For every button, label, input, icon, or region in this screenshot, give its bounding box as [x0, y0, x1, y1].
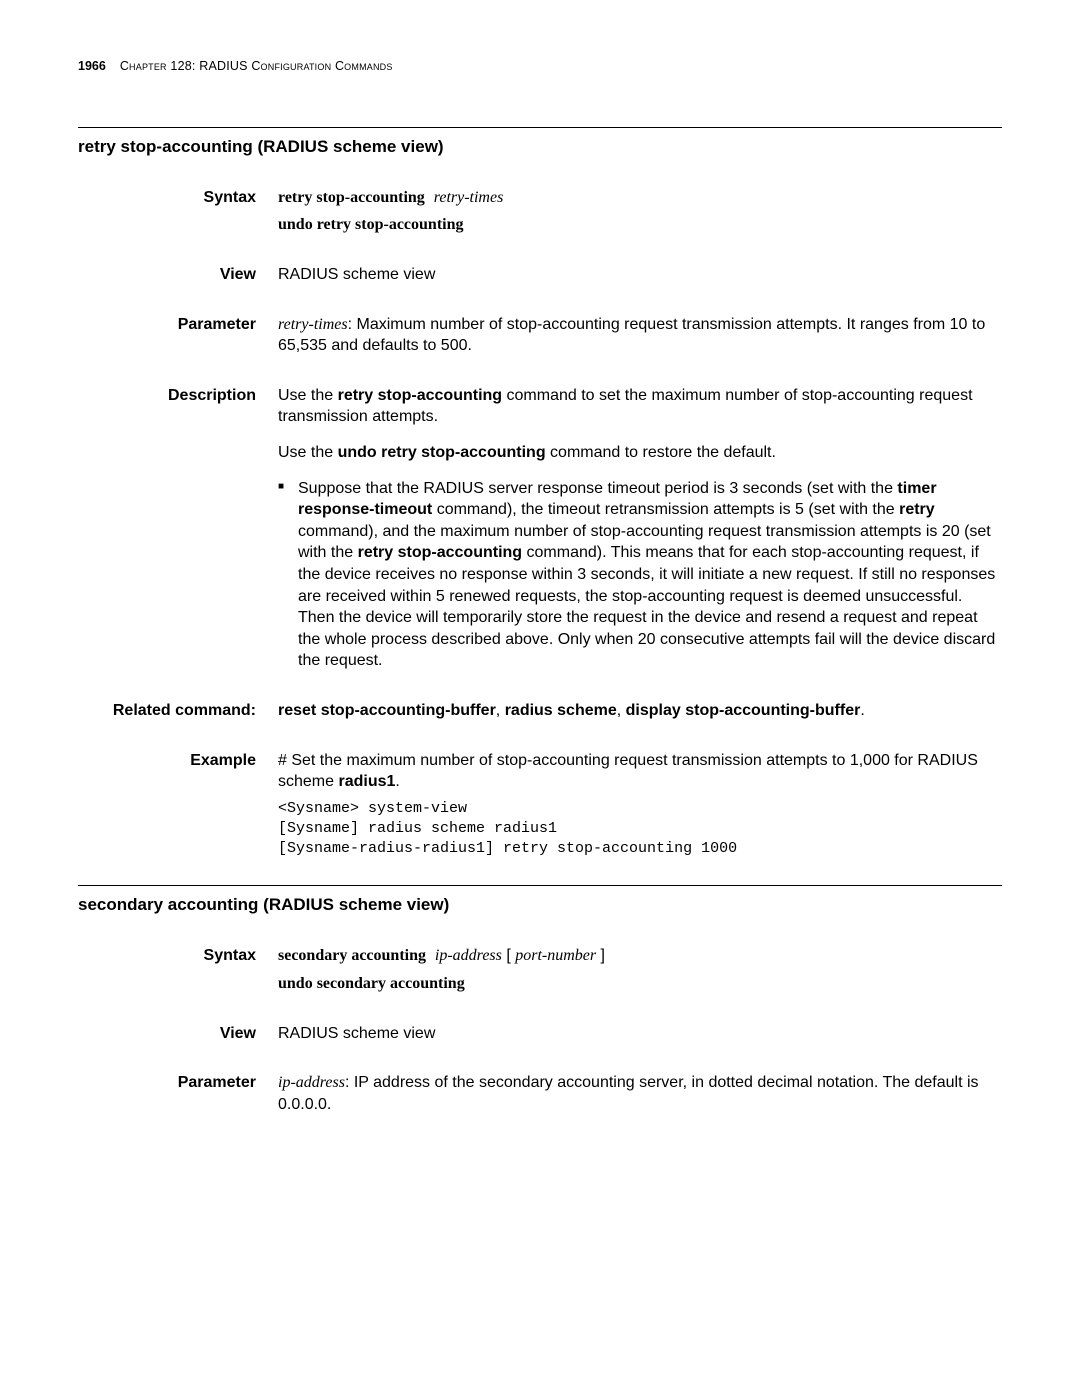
parameter-desc: : IP address of the secondary accounting… — [278, 1074, 979, 1113]
related-content: reset stop-accounting-buffer, radius sch… — [278, 700, 1002, 722]
syntax-cmd: retry stop-accounting — [278, 189, 425, 206]
example-label: Example — [78, 750, 278, 772]
parameter-content: retry-times: Maximum number of stop-acco… — [278, 314, 1002, 357]
syntax-content: secondary accounting ip-address [ port-n… — [278, 945, 1002, 967]
syntax-label: Syntax — [78, 187, 278, 209]
section-title: secondary accounting (RADIUS scheme view… — [78, 894, 1002, 917]
description-row: Description Use the retry stop-accountin… — [78, 385, 1002, 672]
view-row: View RADIUS scheme view — [78, 1023, 1002, 1045]
parameter-desc: : Maximum number of stop-accounting requ… — [278, 316, 985, 355]
description-label: Description — [78, 385, 278, 407]
parameter-name: retry-times — [278, 316, 348, 333]
syntax-undo-row: undo secondary accounting — [78, 973, 1002, 995]
parameter-row: Parameter retry-times: Maximum number of… — [78, 314, 1002, 357]
parameter-label: Parameter — [78, 314, 278, 336]
chapter-name: Chapter 128: RADIUS Configuration Comman… — [120, 58, 393, 75]
syntax-undo-row: undo retry stop-accounting — [78, 214, 1002, 236]
syntax-arg: retry-times — [434, 189, 504, 206]
section-divider — [78, 885, 1002, 886]
syntax-row: Syntax retry stop-accounting retry-times — [78, 187, 1002, 209]
parameter-name: ip-address — [278, 1074, 345, 1091]
parameter-row: Parameter ip-address: IP address of the … — [78, 1072, 1002, 1115]
section-divider — [78, 127, 1002, 128]
description-bullet-list: Suppose that the RADIUS server response … — [278, 478, 1002, 672]
syntax-undo: undo secondary accounting — [278, 975, 465, 992]
description-content: Use the retry stop-accounting command to… — [278, 385, 1002, 672]
parameter-content: ip-address: IP address of the secondary … — [278, 1072, 1002, 1115]
syntax-row: Syntax secondary accounting ip-address [… — [78, 945, 1002, 967]
view-label: View — [78, 1023, 278, 1045]
section-title: retry stop-accounting (RADIUS scheme vie… — [78, 136, 1002, 159]
syntax-label: Syntax — [78, 945, 278, 967]
view-value: RADIUS scheme view — [278, 1023, 1002, 1045]
page-header: 1966 Chapter 128: RADIUS Configuration C… — [78, 58, 1002, 75]
related-row: Related command: reset stop-accounting-b… — [78, 700, 1002, 722]
view-value: RADIUS scheme view — [278, 264, 1002, 286]
description-bullet: Suppose that the RADIUS server response … — [278, 478, 1002, 672]
page-number: 1966 — [78, 58, 106, 75]
example-code: <Sysname> system-view [Sysname] radius s… — [278, 799, 1002, 860]
related-label: Related command: — [78, 700, 278, 722]
view-label: View — [78, 264, 278, 286]
view-row: View RADIUS scheme view — [78, 264, 1002, 286]
syntax-undo: undo retry stop-accounting — [278, 216, 464, 233]
parameter-label: Parameter — [78, 1072, 278, 1094]
example-row: Example # Set the maximum number of stop… — [78, 750, 1002, 860]
example-content: # Set the maximum number of stop-account… — [278, 750, 1002, 860]
syntax-content: retry stop-accounting retry-times — [278, 187, 1002, 209]
